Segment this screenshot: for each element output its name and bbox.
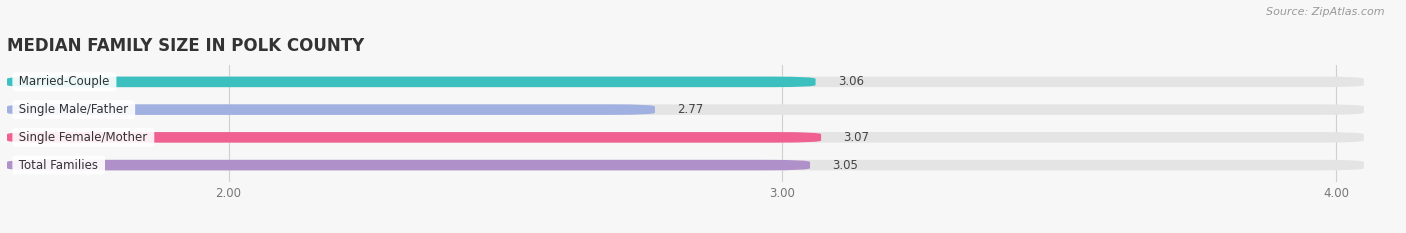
Text: Married-Couple: Married-Couple [15, 75, 114, 88]
FancyBboxPatch shape [7, 160, 1364, 170]
FancyBboxPatch shape [7, 160, 810, 170]
Text: Total Families: Total Families [15, 159, 103, 171]
FancyBboxPatch shape [7, 77, 1364, 87]
Text: MEDIAN FAMILY SIZE IN POLK COUNTY: MEDIAN FAMILY SIZE IN POLK COUNTY [7, 37, 364, 55]
Text: 2.77: 2.77 [678, 103, 703, 116]
FancyBboxPatch shape [7, 77, 815, 87]
Text: Single Male/Father: Single Male/Father [15, 103, 132, 116]
FancyBboxPatch shape [7, 132, 821, 143]
FancyBboxPatch shape [7, 132, 1364, 143]
FancyBboxPatch shape [7, 104, 1364, 115]
FancyBboxPatch shape [7, 104, 655, 115]
Text: 3.06: 3.06 [838, 75, 863, 88]
Text: Single Female/Mother: Single Female/Mother [15, 131, 152, 144]
Text: Source: ZipAtlas.com: Source: ZipAtlas.com [1267, 7, 1385, 17]
Text: 3.05: 3.05 [832, 159, 858, 171]
Text: 3.07: 3.07 [844, 131, 869, 144]
